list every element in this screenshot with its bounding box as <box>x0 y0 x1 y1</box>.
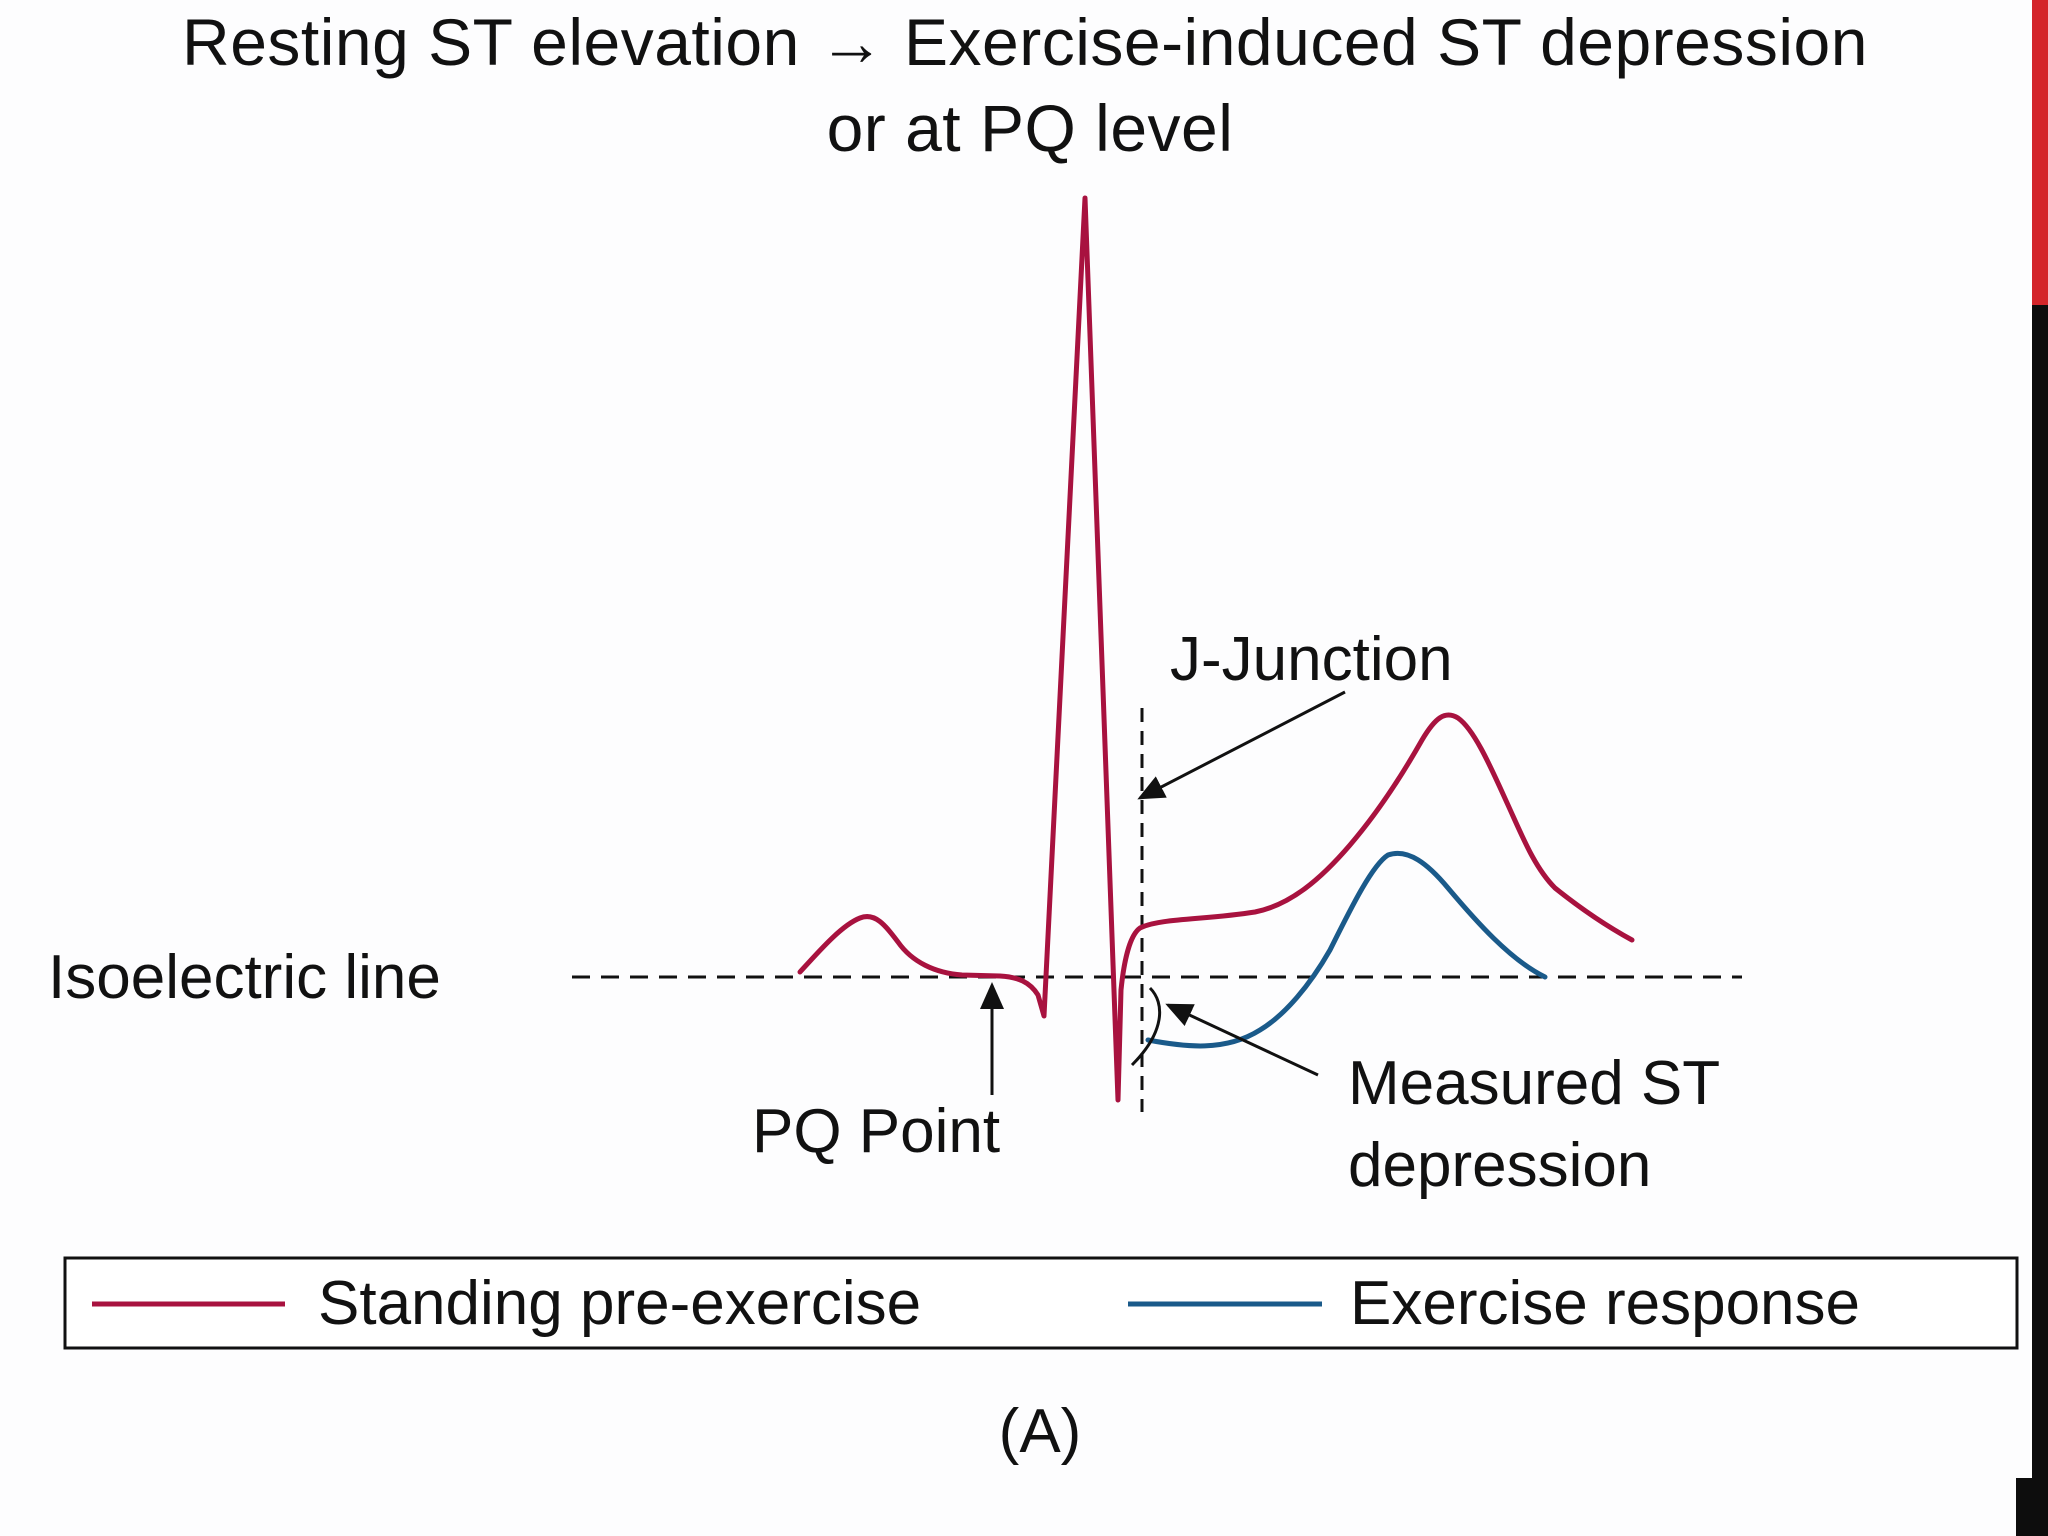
j-junction-arrow <box>1137 690 1346 800</box>
legend-label-standing: Standing pre-exercise <box>318 1269 921 1338</box>
measured-st-label-line-1: Measured ST <box>1348 1049 1720 1118</box>
exercise-response-trace <box>1145 850 1548 1049</box>
slide-edge-tab <box>2016 1478 2048 1536</box>
slide-title-line-1: Resting ST elevation → Exercise-induced … <box>182 5 1868 79</box>
standing-pre-exercise-trace <box>797 195 1635 1103</box>
isoelectric-line-label: Isoelectric line <box>48 943 441 1012</box>
panel-label: (A) <box>999 1397 1082 1466</box>
legend: Standing pre-exercise Exercise response <box>63 1256 2019 1350</box>
measured-st-arrow <box>1165 1003 1319 1077</box>
legend-frame <box>63 1256 2019 1350</box>
slide-title-line-2: or at PQ level <box>826 91 1234 165</box>
measured-st-label-line-2: depression <box>1348 1131 1651 1200</box>
legend-label-exercise: Exercise response <box>1350 1269 1860 1338</box>
j-junction-label: J-Junction <box>1170 625 1453 694</box>
slide-edge-accent-dark <box>2032 305 2048 1536</box>
pq-point-label: PQ Point <box>752 1097 1000 1166</box>
slide-edge-accent-red <box>2032 0 2048 305</box>
st-depression-bracket <box>1130 986 1162 1067</box>
